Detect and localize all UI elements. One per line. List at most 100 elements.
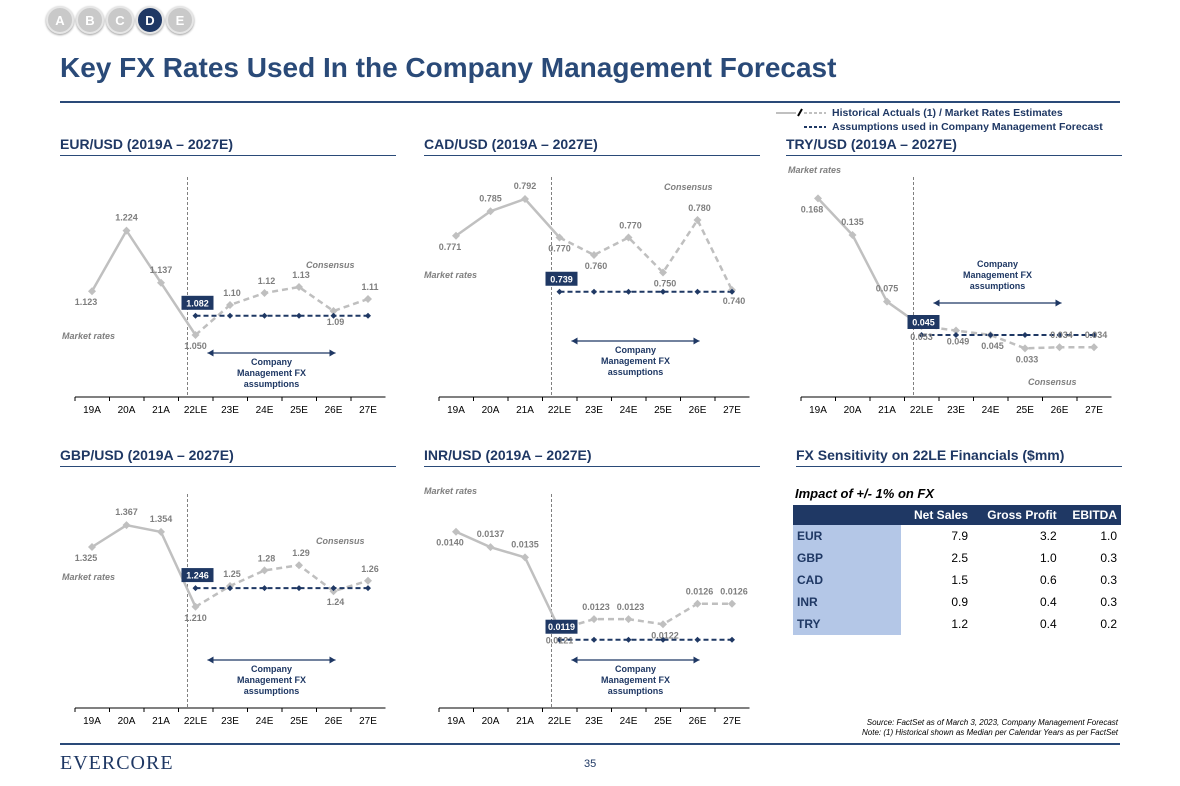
assumption-point bbox=[987, 332, 994, 338]
source-line: Source: FactSet as of March 3, 2023, Com… bbox=[866, 718, 1118, 727]
row-currency: GBP bbox=[793, 547, 901, 569]
row-currency: EUR bbox=[793, 525, 901, 547]
legend-assumptions: Assumptions used in Company Management F… bbox=[776, 120, 1103, 134]
legend: Historical Actuals (1) / Market Rates Es… bbox=[776, 106, 1103, 134]
market-rates-note: Market rates bbox=[62, 331, 115, 341]
x-tick-label: 27E bbox=[1085, 405, 1103, 416]
x-tick-label: 25E bbox=[654, 405, 672, 416]
historical-data-label: 0.0137 bbox=[477, 529, 505, 539]
estimate-point bbox=[693, 216, 702, 224]
assumption-point bbox=[694, 288, 701, 295]
assumption-point bbox=[1091, 332, 1097, 338]
assumptions-label-line3: assumptions bbox=[970, 281, 1026, 291]
table-header-gross-profit: Gross Profit bbox=[972, 505, 1061, 525]
estimate-point bbox=[260, 566, 269, 575]
arrow-left-head bbox=[207, 349, 214, 357]
legend-assumptions-swatch bbox=[804, 126, 826, 128]
estimate-point bbox=[1021, 344, 1029, 353]
arrow-right-head bbox=[329, 656, 336, 664]
historical-point bbox=[452, 231, 460, 240]
estimate-data-label: 0.740 bbox=[723, 296, 746, 306]
x-tick-label: 22LE bbox=[548, 405, 572, 416]
x-tick-label: 20A bbox=[482, 716, 500, 727]
historical-data-label: 1.137 bbox=[150, 265, 173, 275]
inr-usd-title: INR/USD (2019A – 2027E) bbox=[424, 447, 760, 467]
assumption-point bbox=[556, 636, 563, 643]
estimate-data-label: 0.0123 bbox=[617, 602, 645, 612]
x-tick-label: 24E bbox=[982, 405, 1000, 416]
estimate-point bbox=[226, 301, 234, 309]
estimate-point bbox=[728, 599, 736, 608]
estimate-data-label: 0.033 bbox=[1016, 354, 1039, 364]
page-title: Key FX Rates Used In the Company Managem… bbox=[60, 52, 837, 83]
row-net-sales: 1.5 bbox=[951, 573, 969, 587]
arrow-right-head bbox=[1055, 299, 1062, 307]
tab-d[interactable]: D bbox=[136, 6, 164, 34]
market-rates-note: Market rates bbox=[424, 486, 477, 496]
cad-usd-chart: 19A 20A 21A 22LE 23E 24E 25E 26E 27E 0.771 0.785 0.… bbox=[424, 177, 750, 416]
legend-historical: Historical Actuals (1) / Market Rates Es… bbox=[776, 106, 1103, 120]
historical-data-label: 1.224 bbox=[115, 213, 138, 223]
assumptions-label-line3: assumptions bbox=[608, 686, 664, 696]
try-usd-chart: 19A 20A 21A 22LE 23E 24E 25E 26E 27E 0.168 0.135 0.… bbox=[788, 165, 1112, 416]
estimate-point bbox=[295, 283, 303, 291]
assumption-value-label: 0.045 bbox=[912, 318, 935, 328]
consensus-note: Consensus bbox=[1028, 377, 1077, 387]
table-header-net-sales: Net Sales bbox=[901, 505, 973, 525]
historical-data-label: 1.325 bbox=[75, 553, 98, 563]
x-tick-label: 21A bbox=[516, 716, 534, 727]
note-line: Note: (1) Historical shown as Median per… bbox=[862, 728, 1118, 737]
estimate-data-label: 1.09 bbox=[327, 317, 345, 327]
arrow-right-head bbox=[329, 349, 336, 357]
historical-point bbox=[814, 194, 822, 203]
consensus-note: Consensus bbox=[316, 536, 365, 546]
x-tick-label: 19A bbox=[447, 716, 465, 727]
assumption-value-box bbox=[181, 568, 214, 583]
row-net-sales: 2.5 bbox=[951, 551, 969, 565]
assumptions-label-line1: Company bbox=[615, 345, 656, 355]
historical-data-label: 0.785 bbox=[479, 193, 502, 203]
x-tick-label: 23E bbox=[585, 716, 603, 727]
x-tick-label: 22LE bbox=[184, 405, 208, 416]
x-tick-label: 19A bbox=[83, 716, 101, 727]
legend-historical-label: Historical Actuals (1) / Market Rates Es… bbox=[832, 107, 1063, 119]
tab-e[interactable]: E bbox=[166, 6, 194, 34]
eur-usd-historical-line bbox=[90, 228, 197, 336]
row-currency: TRY bbox=[793, 613, 901, 635]
assumption-point bbox=[192, 312, 199, 319]
estimate-point bbox=[329, 587, 338, 596]
historical-data-label: 0.0121 bbox=[546, 635, 574, 645]
inr-usd-historical-line bbox=[455, 530, 561, 630]
section-tabs: A B C D E bbox=[46, 6, 196, 34]
historical-point bbox=[848, 231, 857, 239]
tab-c[interactable]: C bbox=[106, 6, 134, 34]
assumption-point bbox=[918, 332, 925, 338]
assumption-point bbox=[261, 585, 268, 592]
estimate-point bbox=[693, 599, 702, 608]
market-rates-note: Market rates bbox=[424, 270, 477, 280]
assumption-point bbox=[330, 585, 337, 592]
historical-point bbox=[521, 195, 529, 203]
row-currency: INR bbox=[793, 591, 901, 613]
arrow-left-head bbox=[571, 337, 578, 345]
assumption-point bbox=[296, 585, 302, 592]
historical-point bbox=[555, 233, 564, 242]
tab-a[interactable]: A bbox=[46, 6, 74, 34]
assumptions-label-line2: Management FX bbox=[601, 675, 670, 685]
estimate-point bbox=[590, 615, 598, 624]
assumptions-label-line2: Management FX bbox=[237, 675, 306, 685]
footer-rule bbox=[60, 743, 1120, 745]
assumption-point bbox=[261, 312, 268, 319]
sensitivity-subtitle: Impact of +/- 1% on FX bbox=[795, 486, 935, 501]
table-header-currency bbox=[793, 505, 901, 525]
historical-point bbox=[122, 226, 131, 235]
x-tick-label: 24E bbox=[620, 716, 638, 727]
tab-b[interactable]: B bbox=[76, 6, 104, 34]
assumptions-label-line1: Company bbox=[615, 664, 656, 674]
arrow-right-head bbox=[693, 337, 700, 345]
historical-data-label: 0.0140 bbox=[436, 538, 464, 548]
assumptions-label-line3: assumptions bbox=[244, 686, 300, 696]
estimate-data-label: 0.0126 bbox=[686, 587, 714, 597]
row-net-sales: 0.9 bbox=[951, 595, 969, 609]
assumptions-label-line2: Management FX bbox=[963, 270, 1032, 280]
